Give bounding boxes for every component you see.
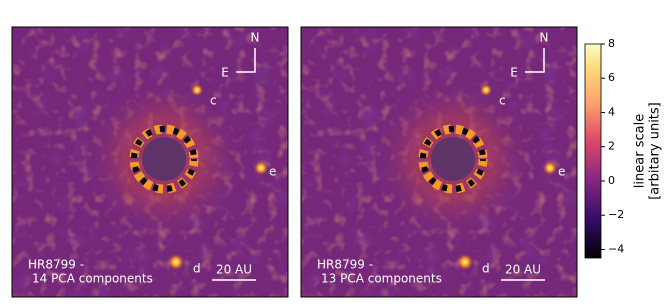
colorbar-tick-label: 0	[608, 174, 615, 187]
colorbar-tick-label: 4	[608, 105, 615, 118]
colorbar-label: linear scale	[633, 114, 648, 188]
ring-dark	[420, 126, 486, 192]
panel: c e d N E HR8799 -13 PCA components 20 AU	[300, 26, 578, 298]
mask	[431, 137, 475, 181]
colorbar-tick-label: 8	[608, 37, 615, 50]
planet-label: d	[193, 262, 201, 276]
planet	[480, 84, 492, 96]
mask	[142, 137, 186, 181]
panel: c e d N E HR8799 -14 PCA components 20 AU	[11, 26, 289, 298]
colorbar	[584, 43, 602, 259]
scale-label: 20 AU	[216, 263, 252, 277]
planet-label: c	[499, 94, 506, 108]
colorbar-tick-label: 6	[608, 71, 615, 84]
planet	[168, 254, 184, 270]
components-label: 13 PCA components	[321, 272, 442, 286]
scale-label: 20 AU	[505, 263, 541, 277]
planet-label: e	[269, 165, 276, 179]
planet	[254, 161, 268, 175]
planet	[191, 84, 203, 96]
colorbar-tick-label: 2	[608, 140, 615, 153]
planet	[457, 254, 473, 270]
planet-label: d	[482, 262, 490, 276]
planet-label: c	[210, 94, 217, 108]
colorbar-tick-label: −2	[608, 208, 624, 221]
east-label: E	[221, 66, 229, 80]
colorbar-label: [arbitary units]	[648, 102, 663, 200]
east-label: E	[510, 66, 518, 80]
image-frame	[11, 26, 289, 298]
target-label: HR8799 -	[317, 258, 373, 272]
planet-label: e	[558, 165, 565, 179]
north-label: N	[251, 31, 260, 45]
ring-dark	[131, 126, 197, 192]
planet	[543, 161, 557, 175]
components-label: 14 PCA components	[32, 272, 153, 286]
colorbar-tick-label: −4	[608, 242, 624, 255]
north-label: N	[540, 31, 549, 45]
target-label: HR8799 -	[28, 258, 84, 272]
image-frame	[300, 26, 578, 298]
